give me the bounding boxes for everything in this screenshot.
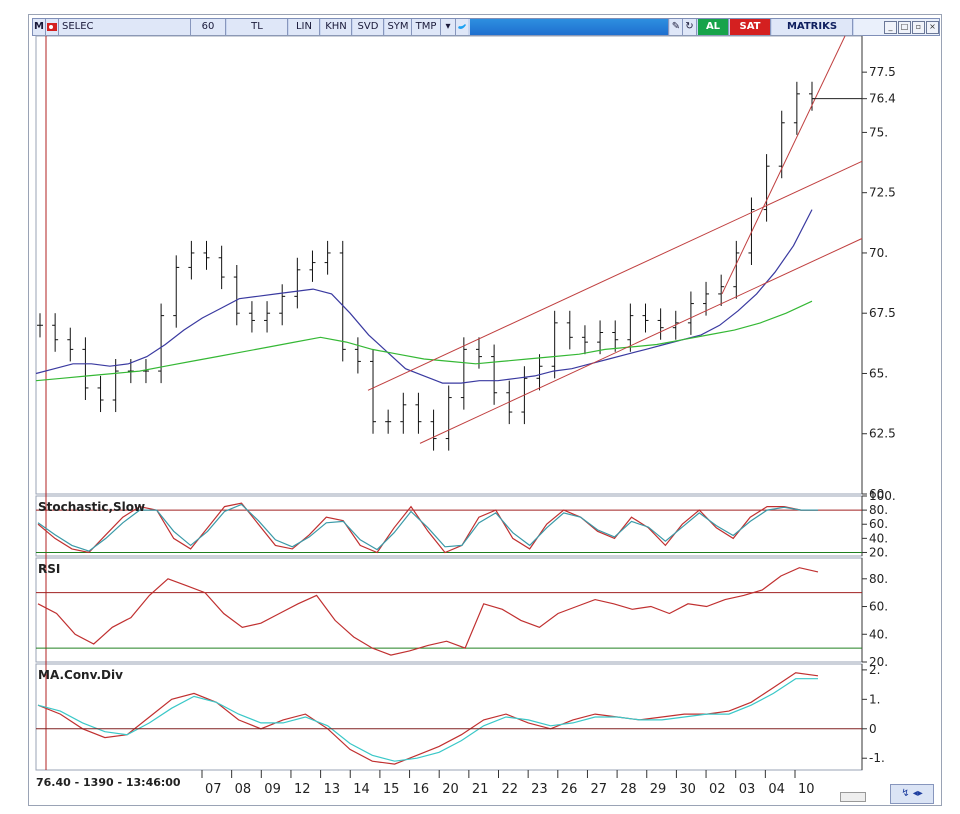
trendline-steep xyxy=(721,35,846,295)
tmp-button[interactable]: TMP xyxy=(412,19,441,35)
y-tick-label: 70. xyxy=(869,246,888,260)
x-tick-label: 27 xyxy=(590,782,607,797)
x-tick-label: 10 xyxy=(798,782,815,797)
y-tick-label: 62.5 xyxy=(869,427,896,441)
pencil-icon[interactable]: ✎ xyxy=(670,19,683,35)
panel-title: RSI xyxy=(38,562,60,576)
trendline-lower xyxy=(419,238,863,444)
y-tick-label: 67.5 xyxy=(869,306,896,320)
maximize-icon[interactable]: ▫ xyxy=(912,21,925,34)
brand-label: MATRIKS xyxy=(772,19,853,35)
y-tick-label: 100. xyxy=(869,489,896,503)
toolbar-spacer xyxy=(470,19,669,35)
y-tick-label: 0 xyxy=(869,722,877,736)
moving-average-line xyxy=(35,209,813,384)
menu-button[interactable]: M xyxy=(33,19,46,35)
y-tick-label: 65. xyxy=(869,366,888,380)
x-tick-label: 03 xyxy=(739,782,756,797)
x-tick-label: 28 xyxy=(620,782,637,797)
y-tick-label: 77.5 xyxy=(869,65,896,79)
chart-toolbar: M SELEC 60 TL LIN KHN SVD SYM TMP ▾ ✎ ↻ … xyxy=(32,18,940,36)
restore-icon[interactable]: □ xyxy=(898,21,911,34)
indicator-line xyxy=(37,567,819,656)
x-tick-label: 12 xyxy=(294,782,311,797)
y-tick-label: 76.4 xyxy=(869,92,896,106)
indicator-line xyxy=(37,502,818,554)
x-tick-label: 08 xyxy=(235,782,252,797)
x-tick-label: 13 xyxy=(324,782,341,797)
sym-button[interactable]: SYM xyxy=(385,19,412,35)
currency-field[interactable]: TL xyxy=(227,19,288,35)
sell-button[interactable]: SAT xyxy=(730,19,771,35)
y-tick-label: 60. xyxy=(869,600,888,614)
refresh-icon[interactable]: ↻ xyxy=(683,19,697,35)
x-tick-label: 21 xyxy=(472,782,489,797)
indicator-line xyxy=(37,503,818,552)
twitter-icon[interactable] xyxy=(456,19,468,35)
y-tick-label: 2. xyxy=(869,663,880,677)
buy-button[interactable]: AL xyxy=(698,19,729,35)
symbol-field[interactable]: SELEC xyxy=(59,19,191,35)
nav-arrows-icon[interactable]: ↯ ◂▸ xyxy=(890,784,934,804)
x-tick-label: 26 xyxy=(561,782,578,797)
indicator-line xyxy=(37,672,819,765)
y-tick-label: 75. xyxy=(869,125,888,139)
window-controls: _ □ ▫ × xyxy=(854,19,939,35)
x-tick-label: 07 xyxy=(205,782,222,797)
x-tick-label: 14 xyxy=(353,782,370,797)
y-tick-label: 40. xyxy=(869,531,888,545)
dropdown-arrow-icon[interactable]: ▾ xyxy=(441,19,456,35)
moving-average-line xyxy=(35,300,813,382)
x-tick-label: 22 xyxy=(502,782,519,797)
panel-title: MA.Conv.Div xyxy=(38,668,123,682)
flag-icon xyxy=(46,19,59,35)
x-tick-label: 23 xyxy=(531,782,548,797)
svd-button[interactable]: SVD xyxy=(353,19,384,35)
x-tick-label: 29 xyxy=(650,782,667,797)
scroll-handle[interactable] xyxy=(840,792,866,802)
close-icon[interactable]: × xyxy=(926,21,939,34)
y-tick-label: 40. xyxy=(869,627,888,641)
x-tick-label: 16 xyxy=(413,782,430,797)
x-tick-label: 15 xyxy=(383,782,400,797)
y-tick-label: 1. xyxy=(869,692,880,706)
khn-button[interactable]: KHN xyxy=(321,19,352,35)
y-tick-label: 60. xyxy=(869,517,888,531)
y-tick-label: -1. xyxy=(869,751,885,765)
y-tick-label: 80. xyxy=(869,503,888,517)
y-tick-label: 20. xyxy=(869,655,888,669)
minimize-icon[interactable]: _ xyxy=(884,21,897,34)
y-tick-label: 20. xyxy=(869,545,888,559)
lin-button[interactable]: LIN xyxy=(289,19,320,35)
chart-window xyxy=(28,14,942,806)
trendline-upper xyxy=(367,160,863,391)
x-tick-label: 09 xyxy=(264,782,281,797)
cursor-readout: 76.40 - 1390 - 13:46:00 xyxy=(36,776,181,789)
period-field[interactable]: 60 xyxy=(191,19,226,35)
panel-frame xyxy=(35,557,863,663)
panel-title: Stochastic,Slow xyxy=(38,500,145,514)
x-tick-label: 04 xyxy=(768,782,785,797)
x-tick-label: 02 xyxy=(709,782,726,797)
y-tick-label: 72.5 xyxy=(869,186,896,200)
indicator-line xyxy=(37,678,818,762)
x-tick-label: 30 xyxy=(679,782,696,797)
y-tick-label: 60. xyxy=(869,487,888,501)
x-tick-label: 20 xyxy=(442,782,459,797)
panel-frame xyxy=(35,663,863,771)
y-tick-label: 80. xyxy=(869,572,888,586)
